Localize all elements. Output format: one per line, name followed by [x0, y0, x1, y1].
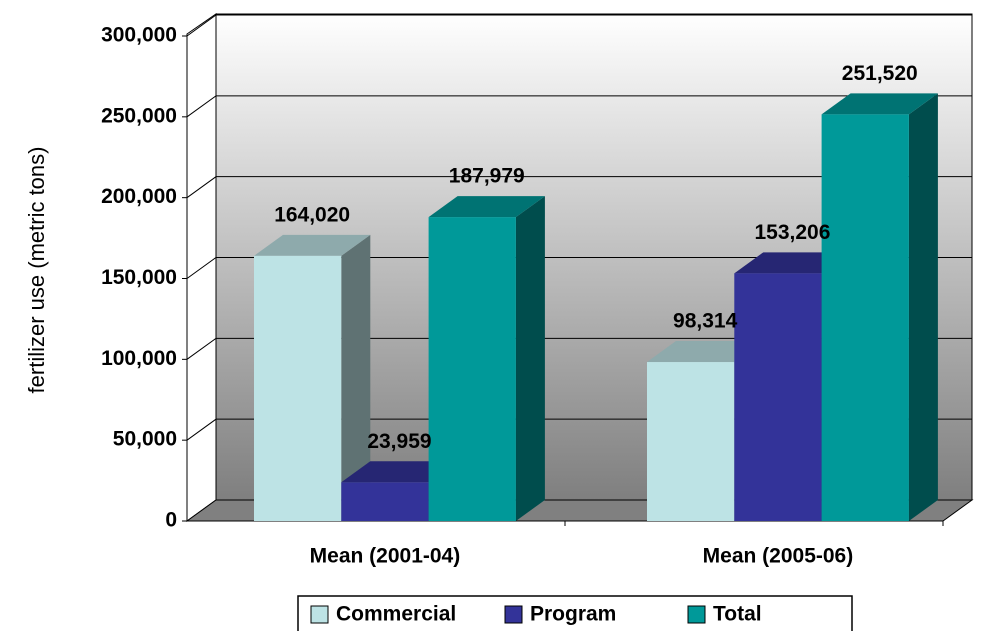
bar-top — [254, 234, 371, 256]
bar-front — [734, 273, 822, 521]
value-label: 98,314 — [673, 310, 738, 333]
y-tick-label: 150,000 — [101, 266, 177, 289]
value-label: 164,020 — [274, 203, 350, 226]
y-tick-label: 0 — [165, 509, 177, 532]
grid-line — [186, 95, 972, 118]
bar-side — [515, 196, 545, 521]
legend-swatch — [310, 605, 329, 624]
bar-front — [254, 255, 342, 521]
y-tick-label: 100,000 — [101, 347, 177, 370]
legend-label: Commercial — [336, 603, 456, 626]
bar-front — [341, 482, 429, 521]
bar-front — [821, 114, 909, 521]
legend-label: Program — [530, 603, 616, 626]
grid-line — [186, 337, 972, 360]
bar — [254, 234, 371, 521]
x-tick-label: Mean (2001-04) — [310, 545, 461, 568]
legend-swatch — [687, 605, 706, 624]
x-tick-label: Mean (2005-06) — [703, 545, 854, 568]
bar-front — [647, 362, 735, 521]
legend-label: Total — [713, 603, 762, 626]
bar-top — [734, 252, 851, 274]
y-tick-label: 200,000 — [101, 185, 177, 208]
grid-line — [186, 176, 972, 199]
y-axis-title: fertilizer use (metric tons) — [24, 147, 49, 394]
value-label: 187,979 — [449, 165, 525, 188]
legend-swatch — [504, 605, 523, 624]
y-tick-label: 50,000 — [113, 428, 177, 451]
bar-front — [428, 217, 516, 521]
value-label: 23,959 — [367, 430, 431, 453]
bar-top — [341, 461, 458, 483]
bar — [341, 461, 458, 521]
bar — [428, 196, 545, 521]
value-label: 153,206 — [754, 221, 830, 244]
legend: Commercial Program Total — [297, 595, 853, 631]
bar — [821, 93, 938, 521]
grid-line — [186, 257, 972, 279]
y-tick-label: 300,000 — [101, 24, 177, 47]
value-label: 251,520 — [842, 62, 918, 85]
bar-top — [428, 196, 545, 218]
legend-box — [297, 595, 853, 631]
bar-side — [341, 234, 371, 521]
y-tick-label: 250,000 — [101, 104, 177, 127]
grid-line — [186, 14, 972, 37]
bar-top — [821, 93, 938, 115]
bar-side — [908, 93, 938, 521]
bar-top — [647, 341, 764, 363]
